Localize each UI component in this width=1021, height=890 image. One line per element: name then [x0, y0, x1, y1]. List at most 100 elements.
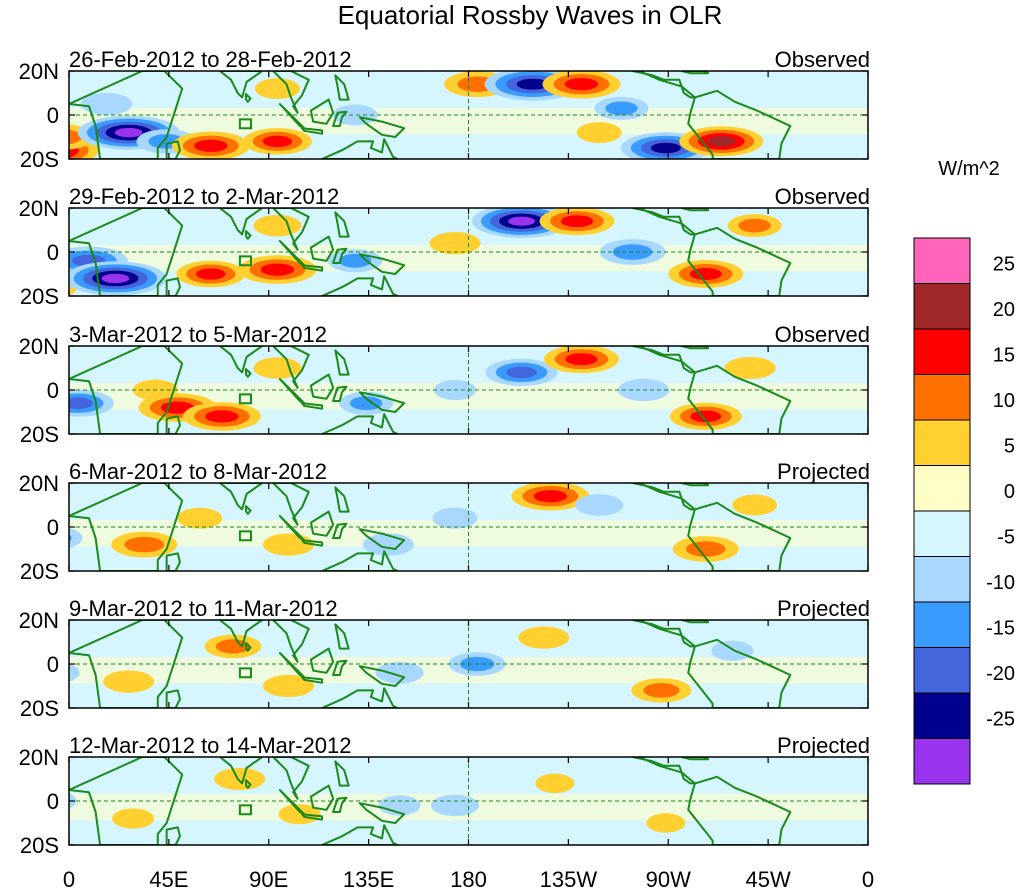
coastline: [165, 552, 181, 571]
colorbar-label: -5: [997, 527, 1015, 549]
olr-anomaly-contour: [124, 536, 165, 553]
olr-anomaly-contour: [263, 533, 315, 556]
coastline: [301, 813, 324, 821]
coastline: [244, 505, 252, 515]
region-box: [238, 804, 252, 816]
olr-anomaly-contour: [685, 541, 726, 557]
panel-date-range: 9-Mar-2012 to 11-Mar-2012: [69, 596, 338, 621]
coastline: [244, 368, 252, 378]
coastline: [272, 483, 310, 526]
olr-anomaly-contour: [22, 366, 67, 387]
coastline: [687, 226, 792, 296]
coastline: [687, 775, 792, 845]
colorbar-swatch: [913, 465, 971, 512]
coastline: [358, 665, 406, 687]
olr-anomaly-contour: [575, 494, 624, 516]
y-tick-label: 20N: [19, 59, 59, 84]
y-tick-label: 20S: [20, 422, 59, 447]
coastline: [218, 483, 264, 511]
y-tick-label: 20S: [20, 559, 59, 584]
coastline: [358, 116, 406, 138]
olr-anomaly-contour: [194, 139, 228, 152]
olr-anomaly-contour: [564, 78, 599, 91]
coastline: [680, 483, 710, 487]
olr-anomaly-contour: [738, 218, 771, 233]
y-tick-label: 20N: [19, 471, 59, 496]
coastline: [218, 620, 264, 648]
coastline: [334, 486, 350, 513]
coastline: [69, 757, 184, 845]
olr-anomaly-contour: [278, 804, 321, 825]
colorbar-label: -25: [986, 709, 1015, 731]
panel-status: Observed: [775, 322, 870, 347]
coastline: [218, 346, 264, 374]
y-tick-label: 0: [47, 652, 59, 677]
coastline: [358, 391, 406, 413]
colorbar-label: 25: [993, 254, 1015, 276]
coastline: [321, 413, 399, 434]
olr-anomaly-contour: [177, 507, 223, 529]
coastline: [680, 757, 710, 761]
olr-anomaly-contour: [262, 135, 293, 148]
colorbar-swatch: [913, 556, 971, 603]
coastline: [309, 784, 335, 811]
coastline: [165, 415, 181, 434]
y-tick-label: 0: [47, 515, 59, 540]
panel-date-range: 26-Feb-2012 to 28-Feb-2012: [69, 47, 352, 72]
olr-anomaly-contour: [112, 808, 155, 829]
olr-anomaly-contour: [101, 273, 130, 284]
coastline: [218, 757, 264, 785]
coastline: [244, 93, 252, 103]
coastline: [272, 346, 310, 389]
coastline: [321, 275, 399, 296]
olr-anomaly-contour: [732, 494, 778, 516]
y-tick-label: 0: [47, 789, 59, 814]
colorbar: W/m^2 25 20 15 10 5 0 -5 -10 -15 -20 -25: [913, 158, 1015, 785]
olr-anomaly-contour: [711, 640, 754, 661]
olr-anomaly-contour: [0, 256, 54, 283]
coastline: [244, 230, 252, 240]
olr-field: [69, 483, 868, 571]
olr-anomaly-contour: [253, 357, 302, 379]
panel-date-range: 29-Feb-2012 to 2-Mar-2012: [69, 184, 339, 209]
coastline: [301, 402, 324, 410]
x-tick-label: 45W: [746, 867, 791, 890]
region-box: [238, 393, 252, 405]
coastline: [358, 802, 406, 824]
coastline: [301, 264, 324, 272]
colorbar-swatch: [913, 510, 971, 557]
coastline: [272, 71, 310, 114]
coastline: [334, 211, 350, 238]
panel-status: Observed: [775, 47, 870, 72]
olr-anomaly-contour: [214, 767, 266, 791]
y-tick-label: 20N: [19, 745, 59, 770]
olr-anomaly-contour: [430, 794, 479, 817]
x-tick-label: 45E: [149, 867, 188, 890]
panel-date-range: 12-Mar-2012 to 14-Mar-2012: [69, 733, 351, 758]
panel-1: 20N 0 20S 26-Feb-2012 to 28-Feb-2012 Observe…: [19, 47, 870, 172]
olr-anomaly-contour: [508, 216, 536, 226]
coastline: [218, 71, 264, 99]
olr-anomaly-contour: [69, 129, 82, 145]
coastline: [309, 98, 335, 125]
x-tick-label: 0: [862, 867, 874, 890]
coastline: [321, 824, 399, 845]
colorbar-label: 10: [993, 390, 1015, 412]
x-tick-label: 180: [450, 867, 487, 890]
olr-anomaly-contour: [114, 127, 143, 138]
coastline: [687, 501, 792, 571]
coastline: [69, 71, 184, 159]
x-tick-label: 90E: [249, 867, 288, 890]
panel-2: 20N 0 20S 29-Feb-2012 to 2-Mar-2012 Observed: [0, 184, 870, 309]
olr-anomaly-contour: [215, 639, 251, 654]
coastline: [631, 757, 696, 785]
y-tick-label: 20S: [20, 833, 59, 858]
y-tick-label: 0: [47, 378, 59, 403]
y-tick-label: 20N: [19, 334, 59, 359]
olr-anomaly-contour: [690, 410, 722, 423]
colorbar-swatch: [913, 692, 971, 739]
olr-anomaly-contour: [0, 260, 43, 279]
olr-anomaly-contour: [350, 396, 383, 411]
coastline: [334, 349, 350, 376]
coastline: [272, 620, 310, 663]
